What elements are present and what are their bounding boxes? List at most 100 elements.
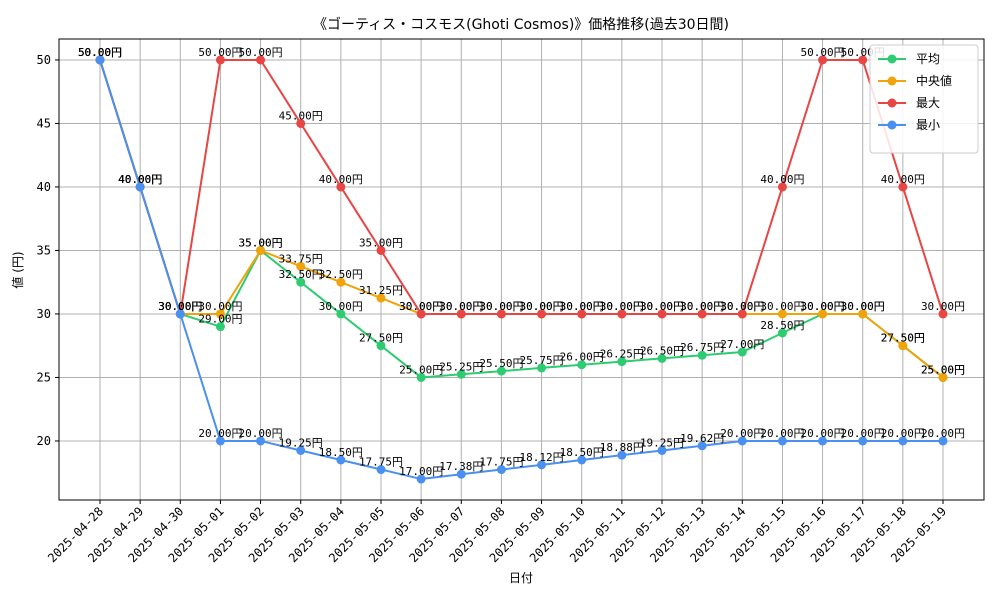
data-point xyxy=(336,455,346,465)
data-point xyxy=(898,341,908,351)
data-label: 20.00円 xyxy=(921,427,965,440)
data-label: 28.50円 xyxy=(760,319,804,332)
data-label: 19.25円 xyxy=(640,436,684,449)
data-point xyxy=(456,309,466,319)
data-point xyxy=(496,465,506,475)
data-point xyxy=(175,309,185,319)
legend-marker xyxy=(887,98,897,108)
data-point xyxy=(296,261,306,271)
data-label: 30.00円 xyxy=(158,300,202,313)
data-point xyxy=(697,309,707,319)
data-point xyxy=(456,369,466,379)
data-label: 32.50円 xyxy=(319,268,363,281)
legend-marker xyxy=(887,120,897,130)
data-label: 40.00円 xyxy=(118,173,162,186)
data-label: 32.50円 xyxy=(279,268,323,281)
data-label: 17.38円 xyxy=(439,460,483,473)
data-label: 20.00円 xyxy=(198,427,242,440)
y-tick-label: 45 xyxy=(37,116,51,130)
data-label: 19.62円 xyxy=(680,432,724,445)
data-point xyxy=(256,55,266,65)
data-label: 40.00円 xyxy=(760,173,804,186)
data-point xyxy=(215,55,225,65)
data-point xyxy=(777,309,787,319)
data-label: 50.00円 xyxy=(78,46,122,59)
data-label: 20.00円 xyxy=(760,427,804,440)
chart-title: 《ゴーティス・コスモス(Ghoti Cosmos)》価格推移(過去30日間) xyxy=(313,16,729,33)
data-point xyxy=(617,357,627,367)
data-label: 40.00円 xyxy=(118,173,162,186)
data-label: 20.00円 xyxy=(801,427,845,440)
data-label: 30.00円 xyxy=(520,300,564,313)
data-point xyxy=(296,118,306,128)
data-point xyxy=(858,436,868,446)
data-label: 30.00円 xyxy=(158,300,202,313)
data-label: 30.00円 xyxy=(479,300,523,313)
data-point xyxy=(537,309,547,319)
data-point xyxy=(376,293,386,303)
data-point xyxy=(215,322,225,332)
data-point xyxy=(376,465,386,475)
data-label: 30.00円 xyxy=(520,300,564,313)
data-label: 30.00円 xyxy=(158,300,202,313)
data-point xyxy=(256,245,266,255)
data-label: 18.50円 xyxy=(319,446,363,459)
data-point xyxy=(577,455,587,465)
data-label: 17.00円 xyxy=(399,465,443,478)
data-point xyxy=(577,360,587,370)
data-label: 30.00円 xyxy=(399,300,443,313)
data-point xyxy=(818,309,828,319)
data-label: 30.00円 xyxy=(319,300,363,313)
data-point xyxy=(215,436,225,446)
data-label: 20.00円 xyxy=(881,427,925,440)
y-tick-label: 20 xyxy=(37,434,51,448)
data-label: 30.00円 xyxy=(560,300,604,313)
data-label: 35.00円 xyxy=(239,236,283,249)
data-label: 30.00円 xyxy=(600,300,644,313)
data-point xyxy=(697,441,707,451)
legend-label: 最大 xyxy=(916,96,940,110)
legend-marker xyxy=(887,54,897,64)
data-point xyxy=(456,469,466,479)
data-label: 26.00円 xyxy=(560,351,604,364)
data-label: 20.00円 xyxy=(841,427,885,440)
legend-label: 最小 xyxy=(916,118,940,132)
data-label: 33.75円 xyxy=(279,252,323,265)
data-point xyxy=(938,309,948,319)
data-point xyxy=(697,350,707,360)
data-label: 35.00円 xyxy=(359,236,403,249)
data-point xyxy=(657,353,667,363)
data-point xyxy=(818,55,828,65)
data-point xyxy=(416,474,426,484)
data-label: 25.00円 xyxy=(921,363,965,376)
series-line-0 xyxy=(99,59,944,379)
data-point xyxy=(296,277,306,287)
data-point xyxy=(416,372,426,382)
data-point xyxy=(537,460,547,470)
data-label: 30.00円 xyxy=(720,300,764,313)
data-label: 26.50円 xyxy=(640,344,684,357)
data-point xyxy=(777,328,787,338)
data-label: 30.00円 xyxy=(801,300,845,313)
data-label: 50.00円 xyxy=(198,46,242,59)
data-label: 19.25円 xyxy=(279,436,323,449)
data-label: 18.12円 xyxy=(520,451,564,464)
data-label: 17.75円 xyxy=(479,456,523,469)
data-point xyxy=(737,309,747,319)
data-label: 30.00円 xyxy=(640,300,684,313)
data-label: 27.50円 xyxy=(359,332,403,345)
y-tick-label: 25 xyxy=(37,370,51,384)
data-label: 25.00円 xyxy=(921,363,965,376)
data-point xyxy=(818,436,828,446)
data-label: 25.25円 xyxy=(439,360,483,373)
data-point xyxy=(537,363,547,373)
data-label: 29.00円 xyxy=(198,313,242,326)
data-point xyxy=(376,341,386,351)
data-point xyxy=(256,436,266,446)
data-label: 40.00円 xyxy=(881,173,925,186)
data-label: 30.00円 xyxy=(921,300,965,313)
data-point xyxy=(657,445,667,455)
data-label: 25.75円 xyxy=(520,354,564,367)
data-point xyxy=(777,182,787,192)
data-label: 50.00円 xyxy=(801,46,845,59)
